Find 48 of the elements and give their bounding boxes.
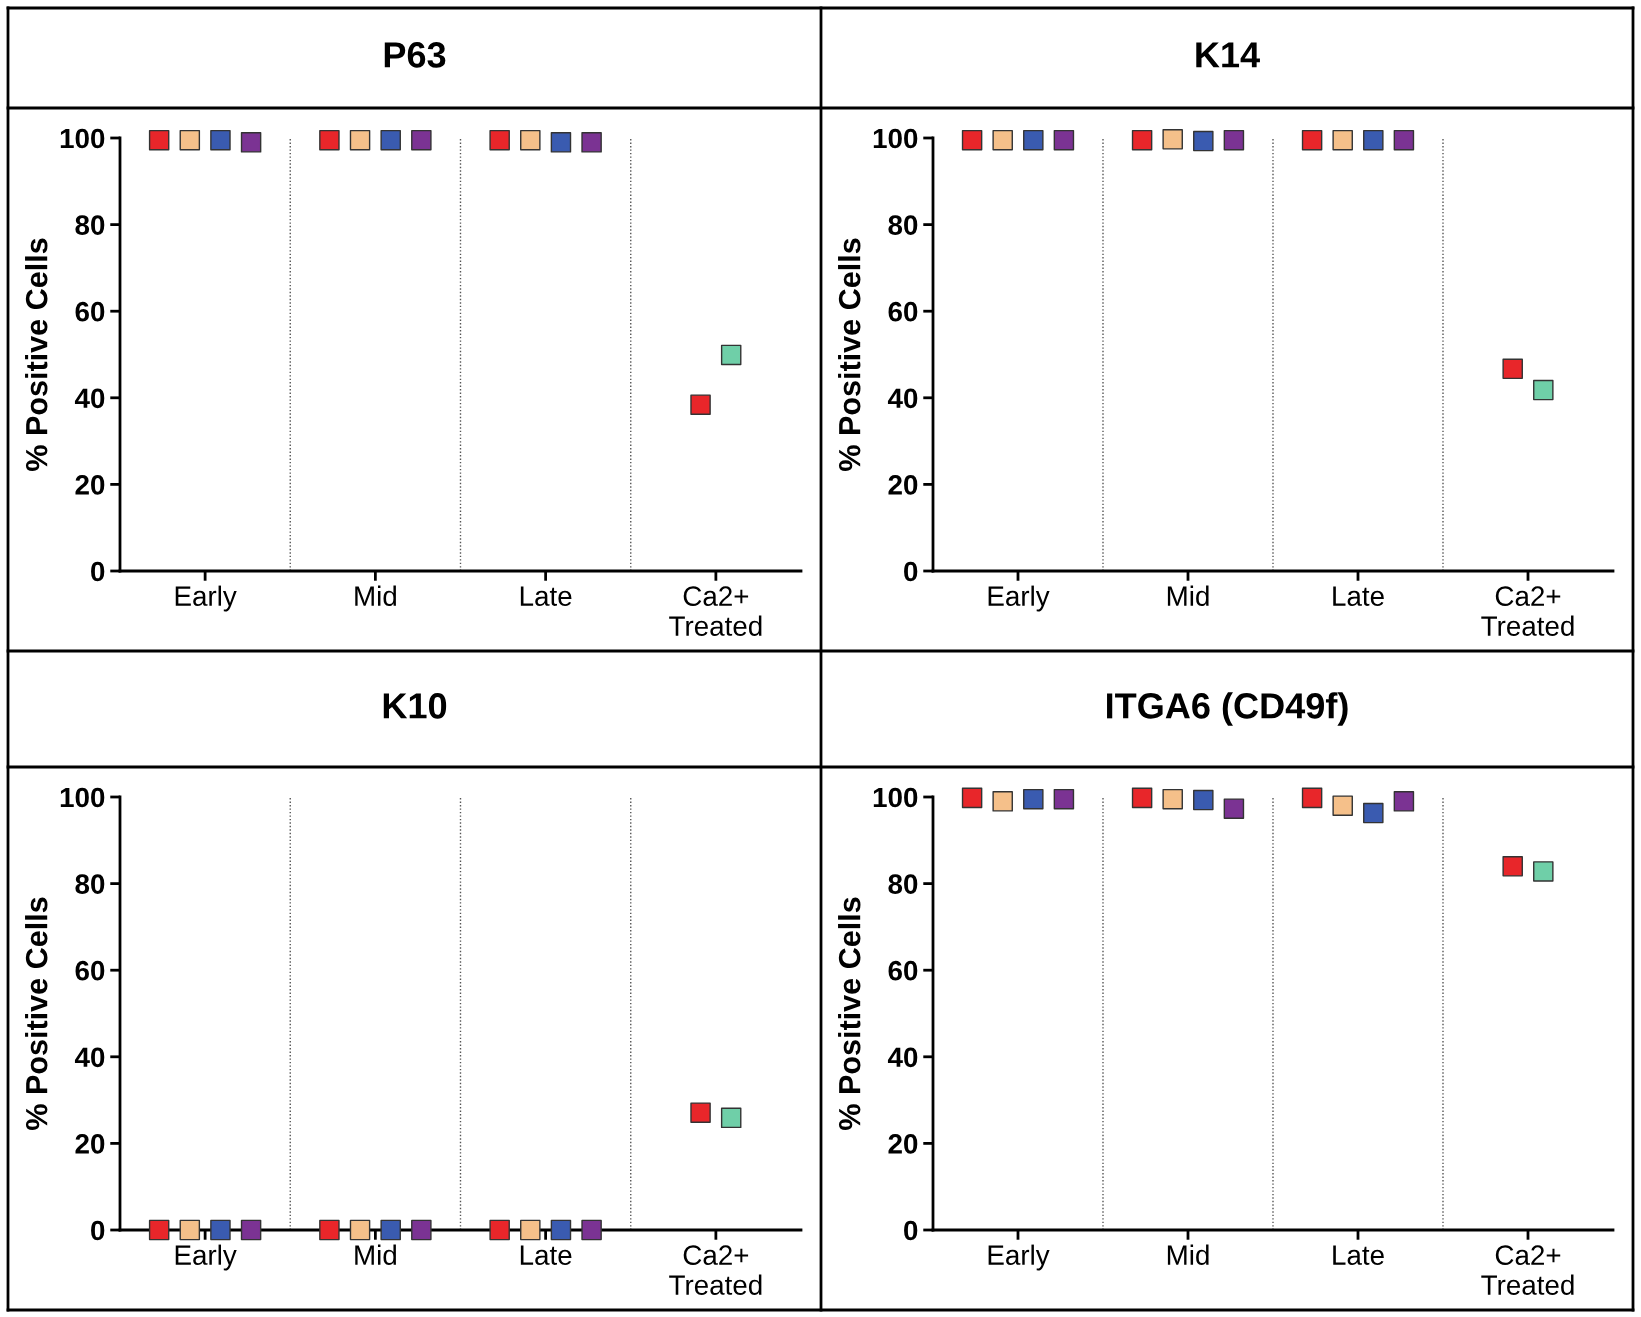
x-tick-label: Late (520, 586, 572, 606)
x-tick-label: Ca2+ Treated (1481, 1245, 1574, 1295)
x-tick-label: Late (520, 1245, 572, 1265)
y-tick-label: 60 (888, 960, 918, 981)
y-tick-label: 80 (888, 215, 918, 235)
x-tick-label: Early (175, 1244, 237, 1271)
y-axis-title: % Positive Cells (838, 897, 861, 1130)
x-tick-label: Mid (1167, 585, 1209, 606)
chart-title: ITGA6 (CD49f) (1107, 692, 1348, 726)
y-tick-label: 40 (887, 388, 918, 409)
y-tick-label: 80 (75, 215, 105, 235)
y-axis-title: % Positive Cells (838, 238, 861, 471)
chart-title: K14 (1196, 42, 1260, 68)
y-tick-label: 100 (60, 128, 105, 149)
y-axis-title: % Positive Cells (25, 897, 48, 1130)
x-tick-label: Ca2+ Treated (669, 586, 762, 636)
x-tick-label: Mid (355, 1244, 396, 1265)
y-tick-label: 100 (873, 128, 918, 149)
chart-title: P63 (384, 42, 446, 68)
y-tick-label: 20 (888, 475, 918, 495)
x-tick-label: Ca2+ Treated (1481, 586, 1574, 636)
y-tick-label: 80 (888, 874, 918, 894)
y-tick-label: 40 (74, 1047, 105, 1068)
y-tick-label: 40 (74, 388, 105, 409)
x-tick-label: Mid (355, 585, 396, 606)
y-tick-label: 100 (60, 787, 105, 808)
chart-title: K10 (383, 693, 447, 719)
x-tick-label: Early (175, 585, 237, 612)
y-tick-label: 40 (887, 1047, 918, 1068)
y-tick-label: 100 (873, 787, 918, 808)
y-tick-label: 20 (888, 1134, 918, 1154)
y-tick-label: 60 (75, 301, 105, 322)
y-tick-label: 60 (888, 301, 918, 322)
y-tick-label: 0 (91, 1220, 105, 1241)
x-tick-label: Mid (1167, 1244, 1209, 1265)
y-tick-label: 80 (75, 874, 105, 894)
y-tick-label: 0 (904, 561, 918, 582)
y-tick-label: 60 (75, 960, 105, 981)
y-tick-label: 0 (904, 1220, 918, 1241)
y-tick-label: 0 (91, 561, 105, 582)
x-tick-label: Late (1333, 586, 1384, 606)
x-tick-label: Ca2+ Treated (669, 1245, 762, 1295)
y-tick-label: 20 (75, 1134, 105, 1154)
x-tick-label: Late (1333, 1245, 1384, 1265)
y-axis-title: % Positive Cells (25, 238, 48, 471)
x-tick-label: Early (988, 585, 1050, 612)
y-tick-label: 20 (75, 475, 105, 495)
x-tick-label: Early (988, 1244, 1050, 1271)
